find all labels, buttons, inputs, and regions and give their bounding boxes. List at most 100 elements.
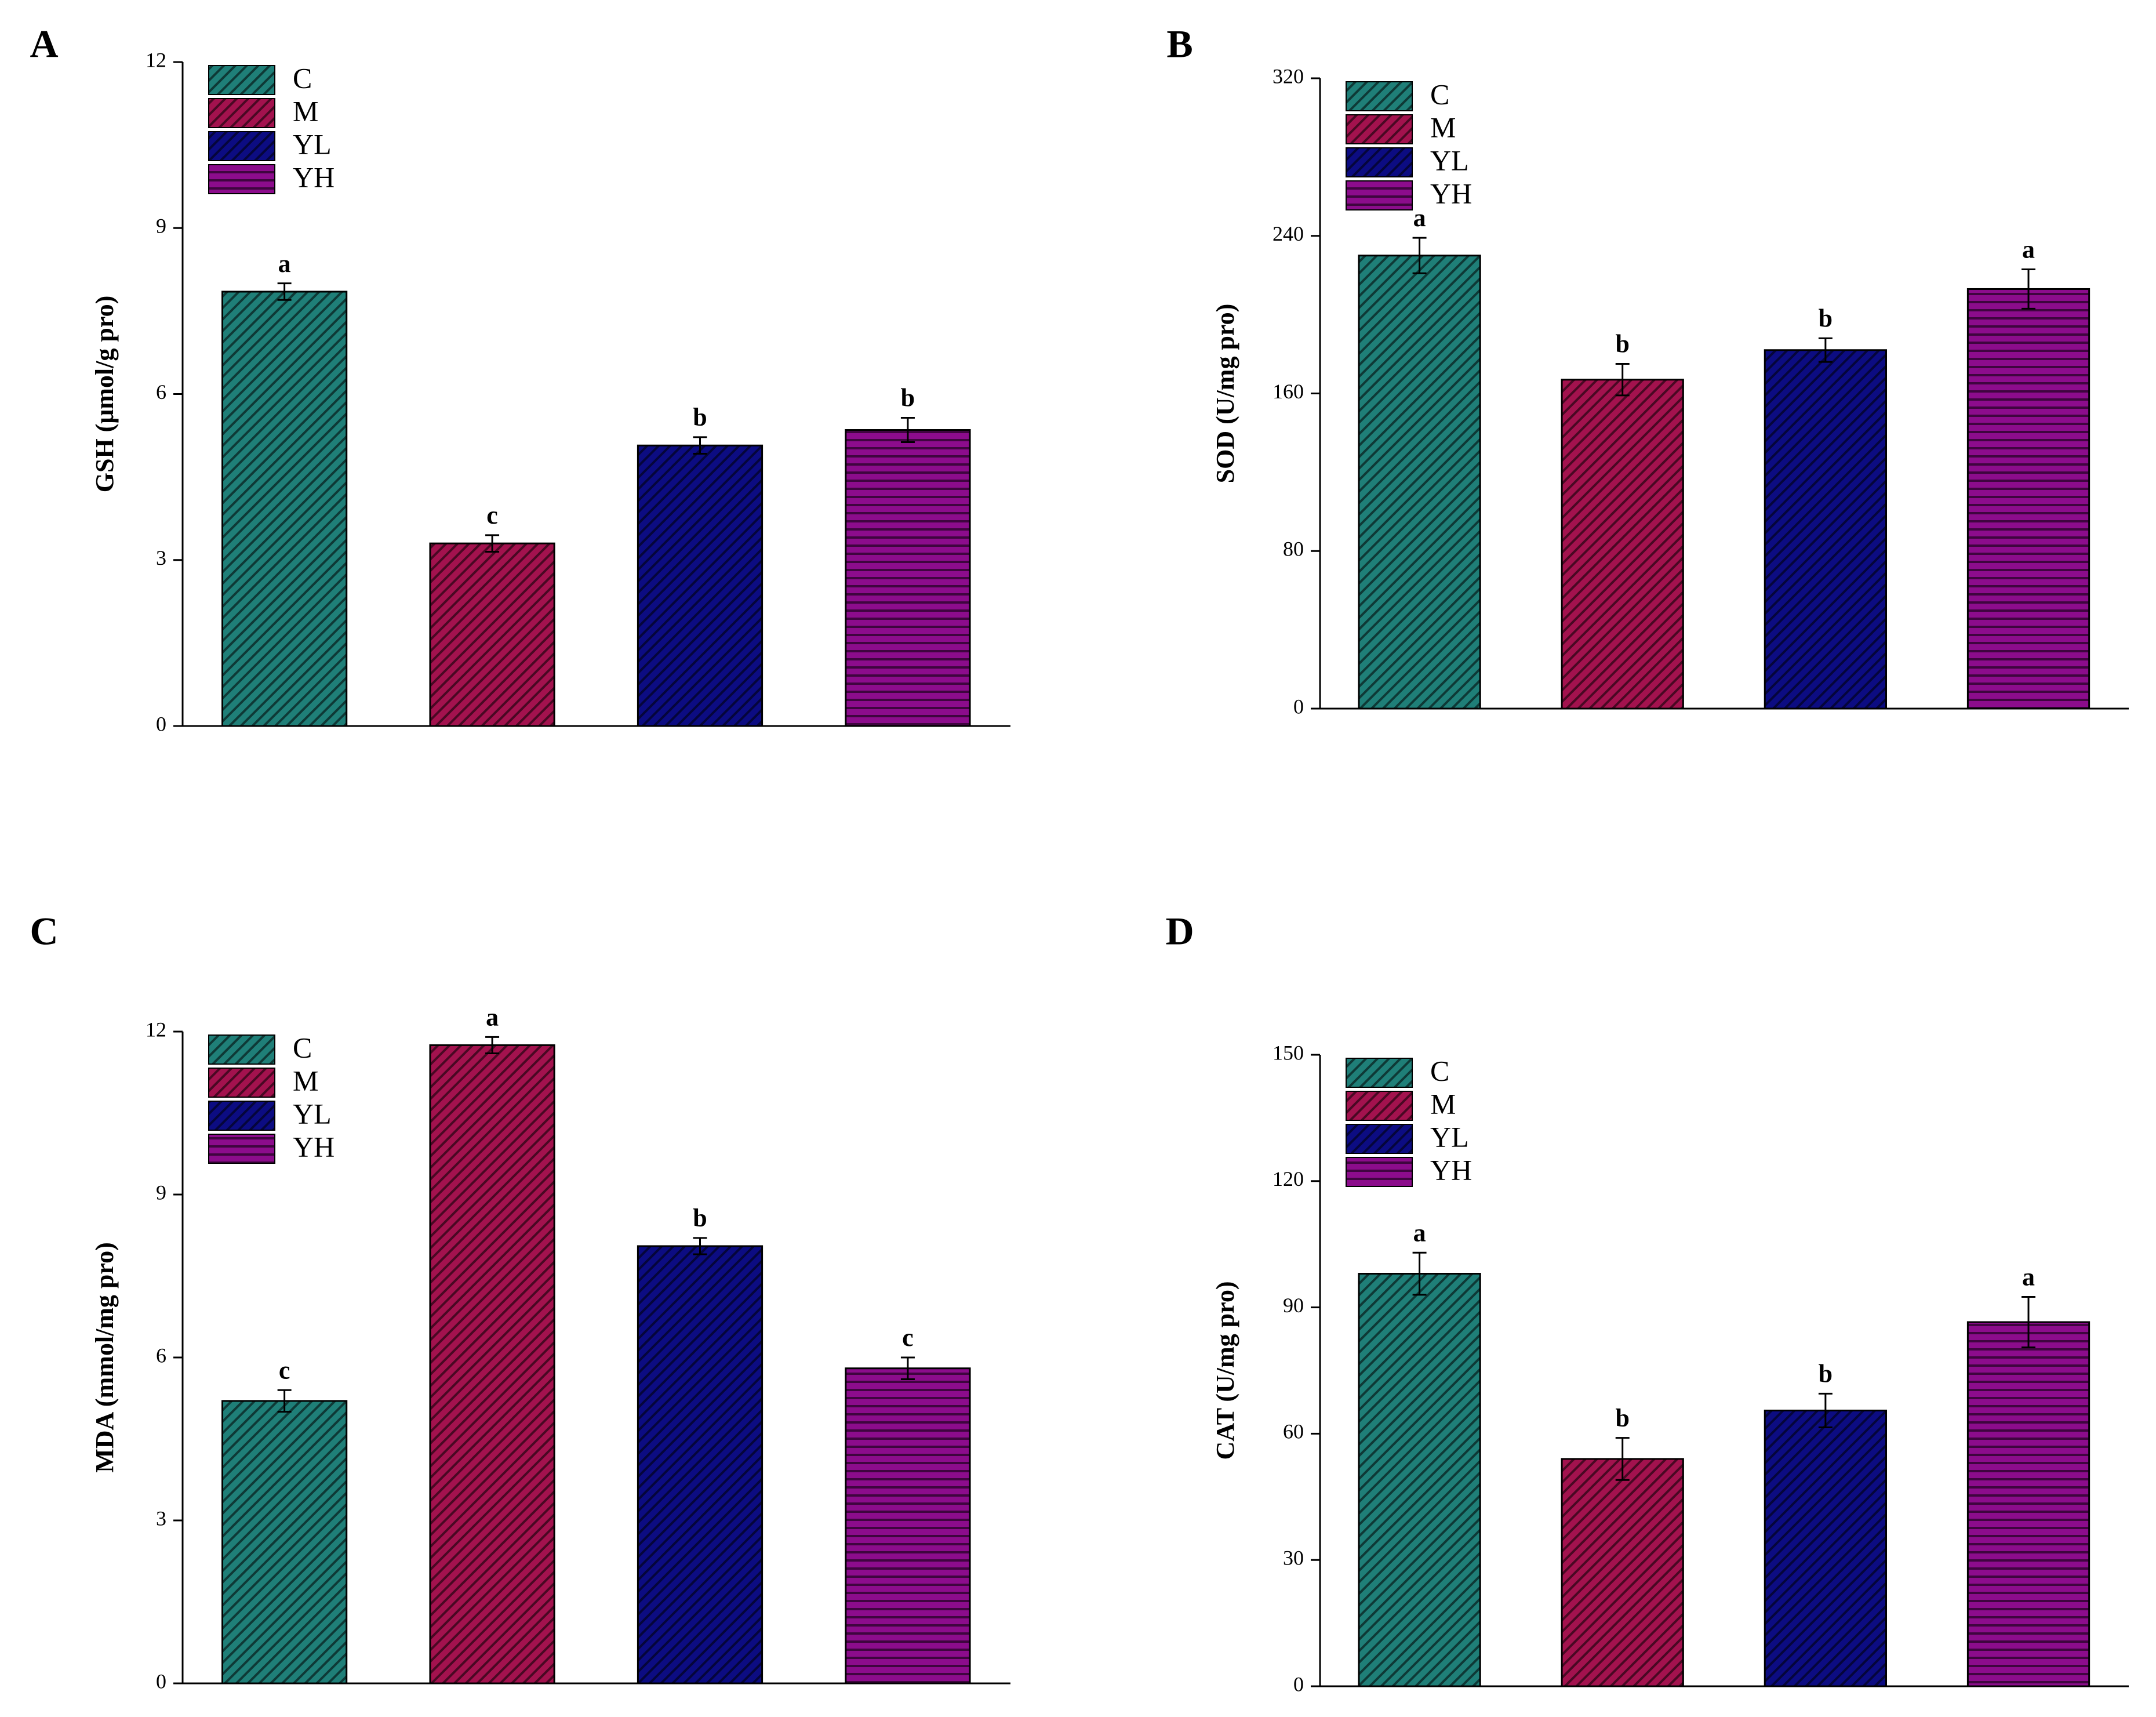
legend-label: C — [293, 61, 312, 94]
y-tick-label: 90 — [1283, 1294, 1304, 1317]
panel-label: C — [30, 909, 58, 953]
bar — [429, 1044, 555, 1685]
significance-letter: c — [279, 1356, 290, 1384]
legend-swatch — [1346, 81, 1413, 111]
bar — [221, 1400, 348, 1685]
panel-label: A — [30, 22, 58, 66]
bar — [429, 542, 555, 727]
y-tick-label: 9 — [156, 215, 166, 238]
significance-letter: b — [693, 1204, 707, 1232]
bar — [845, 1367, 971, 1685]
y-tick-label: 6 — [156, 380, 166, 404]
legend-swatch — [208, 1101, 275, 1131]
legend-swatch — [1346, 1157, 1413, 1187]
bar — [637, 1245, 763, 1685]
error-bar — [1615, 363, 1630, 397]
bar — [1966, 1321, 2090, 1687]
error-bar — [900, 417, 915, 444]
y-tick-label: 160 — [1272, 380, 1304, 403]
error-bar — [2022, 268, 2036, 310]
significance-letter: b — [1819, 1360, 1833, 1388]
y-axis-label: CAT (U/mg pro) — [1211, 1282, 1239, 1460]
bar — [1561, 1458, 1684, 1687]
y-tick-label: 150 — [1272, 1041, 1304, 1064]
bar — [1764, 349, 1887, 710]
error-bar — [693, 1237, 707, 1255]
significance-letter: b — [1615, 330, 1629, 358]
y-axis-label: GSH (μmol/g pro) — [90, 296, 119, 492]
significance-letter: c — [486, 501, 498, 529]
legend-label: M — [1430, 111, 1456, 143]
significance-letter: b — [693, 403, 707, 431]
bar — [1764, 1409, 1887, 1687]
y-tick-label: 0 — [1293, 1672, 1304, 1696]
y-tick-label: 0 — [156, 712, 166, 735]
legend-swatch — [208, 1068, 275, 1098]
significance-letter: a — [1413, 204, 1426, 232]
panel-label: B — [1166, 22, 1192, 66]
legend-label: YH — [1430, 177, 1472, 209]
legend-swatch — [208, 164, 275, 194]
bar — [637, 444, 763, 727]
significance-letter: a — [2022, 235, 2035, 264]
legend-label: YL — [1430, 144, 1469, 176]
significance-letter: a — [278, 249, 291, 278]
chart-panel: C MDA (mmol/mg pro) c Ca Mb YL c YH 0 3 6 9 12 — [30, 909, 1010, 1693]
legend-label: YH — [293, 1130, 335, 1163]
y-tick-label: 9 — [156, 1181, 166, 1204]
error-bar — [2022, 1295, 2036, 1349]
bar — [1358, 255, 1481, 710]
chart-panel: A GSH (μmol/g pro) a Cc Mb YL b YH 0 3 6 9 12 — [30, 22, 1010, 735]
y-tick-label: 30 — [1283, 1546, 1304, 1569]
significance-letter: c — [902, 1323, 914, 1352]
y-tick-label: 320 — [1272, 64, 1304, 88]
y-tick-label: 120 — [1272, 1167, 1304, 1190]
error-bar — [1818, 1392, 1833, 1429]
error-bar — [900, 1356, 915, 1380]
error-bar — [693, 436, 707, 455]
legend-swatch — [1346, 114, 1413, 144]
chart-panel: D CAT (U/mg pro) a Cb Mb YL a YH 0 30 60 90 120 150 — [1165, 909, 2129, 1696]
legend-swatch — [208, 1134, 275, 1164]
significance-letter: a — [1413, 1218, 1426, 1247]
error-bar — [485, 1036, 500, 1054]
legend-label: M — [293, 1064, 318, 1097]
y-axis-label: SOD (U/mg pro) — [1211, 304, 1239, 484]
legend-label: YH — [1430, 1153, 1472, 1186]
y-tick-label: 80 — [1283, 538, 1304, 561]
y-tick-label: 3 — [156, 1507, 166, 1530]
y-tick-label: 12 — [146, 48, 166, 71]
y-tick-label: 0 — [156, 1669, 166, 1693]
legend-label: C — [1430, 78, 1449, 110]
y-tick-label: 240 — [1272, 222, 1304, 245]
error-bar — [1412, 237, 1427, 274]
y-tick-label: 3 — [156, 546, 166, 569]
legend-swatch — [1346, 180, 1413, 210]
y-tick-label: 0 — [1293, 695, 1304, 718]
legend-label: C — [293, 1031, 312, 1063]
significance-letter: b — [901, 384, 915, 412]
legend-swatch — [1346, 147, 1413, 177]
legend-label: M — [293, 95, 318, 127]
error-bar — [277, 282, 292, 301]
error-bar — [277, 1389, 292, 1413]
significance-letter: b — [1819, 304, 1833, 332]
legend-swatch — [1346, 1091, 1413, 1121]
legend-label: YL — [293, 128, 332, 160]
error-bar — [1412, 1251, 1427, 1296]
legend-label: C — [1430, 1054, 1449, 1087]
bar — [1358, 1273, 1481, 1687]
bar — [1561, 379, 1684, 710]
bar — [845, 429, 971, 727]
error-bar — [485, 534, 500, 553]
bar — [1966, 288, 2090, 710]
legend-swatch — [208, 65, 275, 95]
significance-letter: a — [2022, 1263, 2035, 1291]
legend-label: YH — [293, 161, 335, 193]
bar — [221, 291, 348, 727]
error-bar — [1818, 337, 1833, 363]
error-bar — [1615, 1437, 1630, 1481]
legend-label: M — [1430, 1087, 1456, 1120]
legend-label: YL — [293, 1097, 332, 1130]
